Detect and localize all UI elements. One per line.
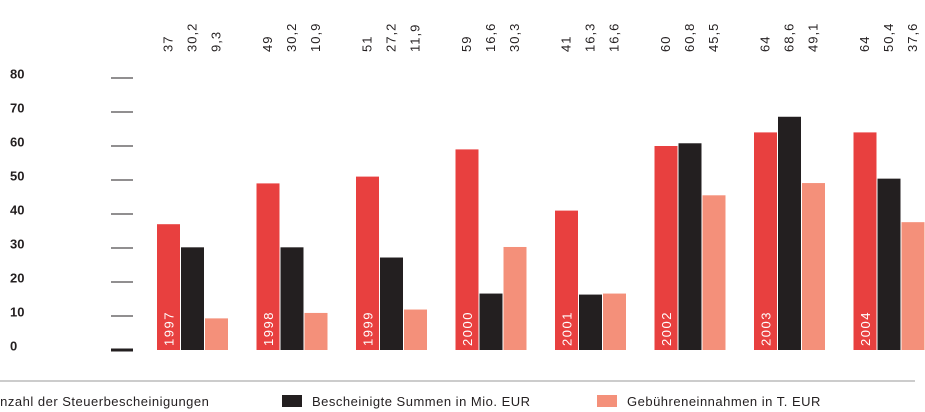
value-label: 30,2 (185, 23, 200, 52)
y-tick-label: 10 (10, 304, 24, 319)
value-label: 16,6 (483, 23, 498, 52)
value-label: 37,6 (905, 23, 920, 52)
bar (304, 312, 328, 350)
value-label: 59 (459, 36, 474, 52)
value-label: 16,3 (583, 23, 598, 52)
bar (356, 176, 379, 350)
y-tick-label: 70 (10, 100, 24, 115)
year-label: 1997 (162, 311, 177, 346)
legend-label: Gebühreneinnahmen in T. EUR (627, 394, 821, 409)
value-label: 10,9 (308, 23, 323, 52)
year-label: 2000 (460, 311, 475, 346)
y-tick-label: 20 (10, 270, 24, 285)
bar (778, 116, 801, 350)
value-label: 51 (360, 36, 375, 52)
year-label: 2001 (560, 311, 575, 346)
legend-label: Bescheinigte Summen in Mio. EUR (312, 394, 531, 409)
y-tick-label: 40 (10, 202, 24, 217)
bar (181, 247, 204, 350)
bar (479, 293, 503, 350)
value-label: 50,4 (881, 23, 896, 52)
bar (603, 293, 626, 350)
y-tick-label: 50 (10, 168, 24, 183)
bar (802, 183, 825, 350)
legend-label: Anzahl der Steuerbescheinigungen (0, 394, 209, 409)
year-label: 1998 (261, 311, 276, 346)
value-label: 37 (161, 36, 176, 52)
bar (157, 224, 180, 350)
y-tick-label: 60 (10, 134, 24, 149)
value-label: 60 (658, 36, 673, 52)
bar (404, 309, 427, 350)
legend-swatch (282, 395, 302, 407)
bar (901, 222, 925, 350)
value-label: 68,6 (782, 23, 797, 52)
value-label: 9,3 (209, 31, 224, 52)
bar (205, 318, 228, 350)
value-label: 11,9 (408, 24, 423, 52)
bar (280, 247, 304, 350)
value-label: 49,1 (806, 23, 821, 52)
value-label: 41 (559, 36, 574, 52)
value-label: 16,6 (607, 23, 622, 52)
value-label: 30,3 (507, 23, 522, 52)
bar (579, 294, 602, 350)
y-tick-label: 30 (10, 236, 24, 251)
bar (702, 195, 726, 350)
value-label: 30,2 (284, 23, 299, 52)
value-label: 60,8 (682, 23, 697, 52)
bar (877, 178, 901, 350)
year-label: 1999 (361, 311, 376, 346)
bar (256, 183, 280, 350)
year-label: 2003 (759, 311, 774, 346)
legend-swatch (597, 395, 617, 407)
bar (754, 132, 777, 350)
value-label: 49 (260, 36, 275, 52)
bar (678, 143, 702, 350)
y-tick-label: 80 (10, 66, 24, 81)
value-label: 45,5 (706, 23, 721, 52)
bar (380, 257, 403, 350)
year-label: 2002 (659, 311, 674, 346)
bar (853, 132, 877, 350)
year-label: 2004 (858, 311, 873, 346)
value-label: 64 (857, 36, 872, 52)
bar (654, 146, 678, 350)
value-label: 27,2 (384, 23, 399, 52)
y-tick-label: 0 (10, 338, 17, 353)
value-label: 64 (758, 36, 773, 52)
bar (503, 246, 527, 350)
bar (455, 149, 479, 350)
bar (555, 210, 578, 350)
